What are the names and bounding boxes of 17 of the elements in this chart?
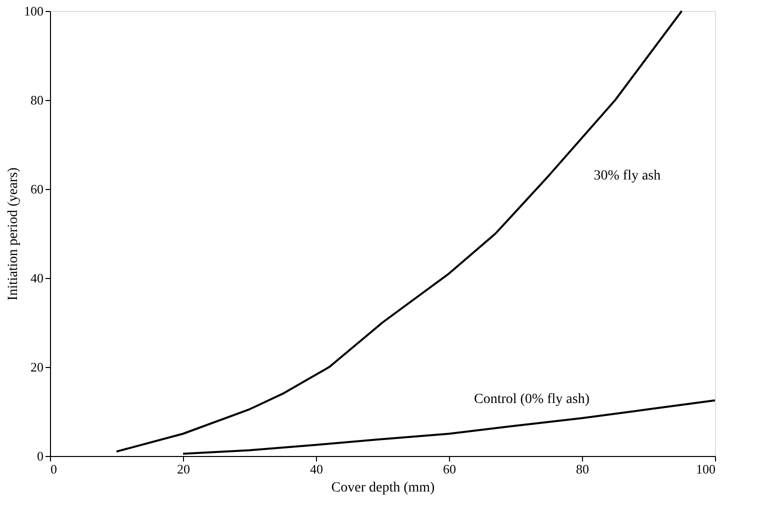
x-tick-label: 0 — [50, 462, 57, 476]
y-tick-label: 0 — [37, 448, 44, 464]
y-tick-label: 60 — [30, 182, 44, 196]
y-tick-label: 100 — [24, 4, 44, 18]
y-tick-label: 40 — [30, 270, 44, 286]
y-tick-label: 20 — [30, 360, 44, 374]
x-tick-label: 60 — [443, 462, 456, 476]
y-axis-title: Initiation period (years) — [6, 167, 21, 300]
line-series — [116, 10, 683, 453]
series-label: Control (0% fly ash) — [474, 392, 590, 407]
x-tick-label: 80 — [576, 462, 589, 476]
y-tick-label: 80 — [30, 92, 44, 108]
x-tick-label: 20 — [177, 462, 190, 476]
x-tick-label: 100 — [696, 462, 716, 476]
x-axis-title: Cover depth (mm) — [331, 480, 436, 496]
x-tick-label: 40 — [310, 462, 323, 476]
text: 30% fly ash — [594, 168, 661, 184]
